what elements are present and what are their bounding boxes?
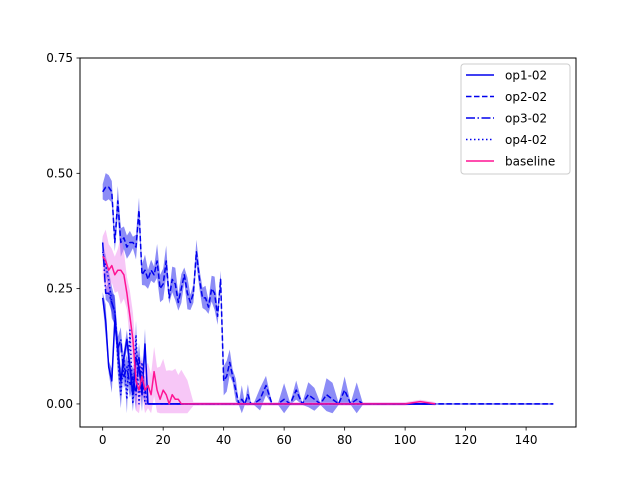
band-op3-02	[102, 236, 436, 411]
y-tick-label: 0.25	[46, 282, 73, 296]
x-tick-label: 20	[156, 433, 171, 447]
series-line-op2-02	[102, 186, 554, 405]
series-line-baseline	[102, 255, 436, 405]
plot-layer	[101, 173, 554, 414]
x-tick-label: 120	[454, 433, 477, 447]
legend-box	[460, 63, 571, 175]
y-tick-label: 0.50	[46, 166, 73, 180]
x-tick-label: 100	[394, 433, 417, 447]
plot-frame	[79, 57, 577, 428]
legend-label-baseline: baseline	[505, 155, 555, 169]
y-tick-label: 0.75	[46, 51, 73, 65]
axes-layer: 0 20 40 60 80 100 120 140 0.00 0.25 0.50 0.75	[46, 51, 537, 447]
x-tick-label: 60	[277, 433, 292, 447]
band-op2-02	[102, 173, 554, 414]
x-tick-label: 140	[515, 433, 538, 447]
x-tick-label: 0	[99, 433, 107, 447]
y-tick-label: 0.00	[46, 397, 73, 411]
legend-label-op1-02: op1-02	[505, 69, 547, 83]
legend-label-op4-02: op4-02	[505, 133, 547, 147]
legend: op1-02 op2-02 op3-02 op4-02 baseline	[460, 63, 571, 175]
x-tick-label: 40	[216, 433, 231, 447]
legend-label-op2-02: op2-02	[505, 90, 547, 104]
legend-label-op3-02: op3-02	[505, 112, 547, 126]
x-tick-label: 80	[337, 433, 352, 447]
